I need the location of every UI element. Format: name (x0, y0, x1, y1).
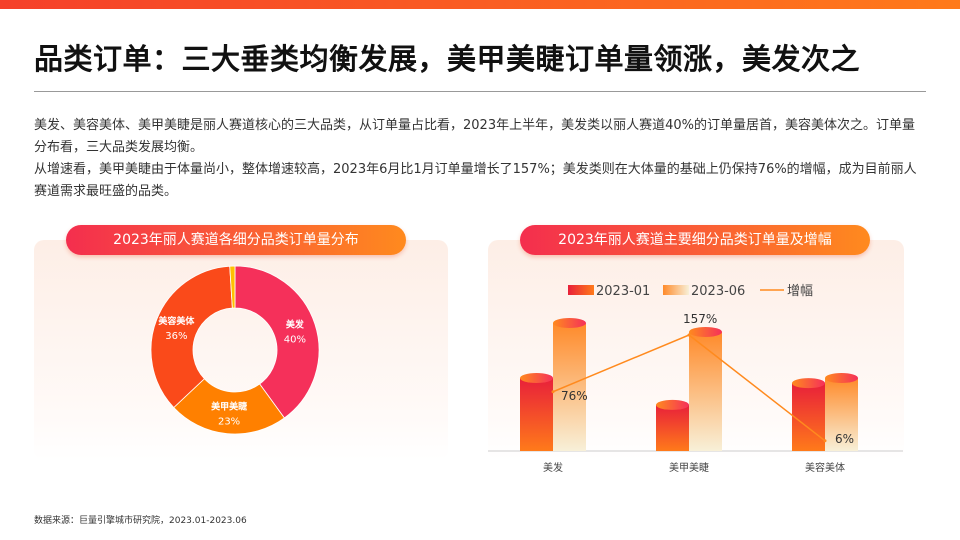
donut-slice (150, 265, 233, 409)
legend-swatch (663, 285, 689, 295)
growth-point (823, 439, 827, 443)
legend-label: 2023-01 (596, 284, 650, 299)
slice-label: 美发 (286, 319, 305, 331)
bar-2023-01 (520, 378, 553, 451)
bar-cap (520, 373, 553, 384)
bar-cap (553, 318, 586, 328)
paragraph-1: 美发、美容美体、美甲美睫是丽人赛道核心的三大品类，从订单量占比看，2023年上半… (34, 118, 915, 155)
x-tick-label: 美容美体 (805, 461, 845, 474)
donut-slice (229, 265, 236, 309)
slice-label: 美容美体 (158, 315, 195, 327)
donut-slice (234, 265, 320, 419)
bar-2023-06 (825, 378, 858, 451)
summary-text: 美发、美容美体、美甲美睫是丽人赛道核心的三大品类，从订单量占比看，2023年上半… (34, 115, 924, 203)
growth-label: 76% (561, 389, 588, 403)
slice-label: 美甲美睫 (211, 401, 247, 413)
bar-cap (825, 373, 858, 384)
growth-point (687, 333, 691, 337)
bar-2023-06 (553, 323, 586, 451)
growth-label: 6% (835, 432, 854, 446)
growth-label: 157% (683, 312, 717, 326)
bar-2023-01 (656, 404, 689, 451)
pie-chart-title: 2023年丽人赛道各细分品类订单量分布 (66, 225, 406, 255)
paragraph-2: 从增速看，美甲美睫由于体量尚小，整体增速较高，2023年6月比1月订单量增长了1… (34, 162, 917, 199)
bar-2023-01 (792, 383, 825, 451)
bar-chart-title: 2023年丽人赛道主要细分品类订单量及增幅 (520, 225, 870, 255)
slice-percent: 40% (284, 335, 306, 346)
title-divider (34, 91, 926, 92)
legend-label: 增幅 (787, 284, 813, 299)
donut-chart: 美发 40% 美甲美睫 23% 美容美体 36% (150, 265, 320, 435)
page-title: 品类订单：三大垂类均衡发展，美甲美睫订单量领涨，美发次之 (34, 42, 861, 76)
growth-point (551, 390, 555, 394)
top-accent-bar (0, 0, 960, 9)
data-source-note: 数据来源：巨量引擎城市研究院，2023.01-2023.06 (34, 516, 247, 526)
bar-cap (656, 399, 689, 410)
bar-2023-06 (689, 331, 722, 451)
legend-label: 2023-06 (691, 284, 745, 299)
legend-swatch (568, 285, 594, 295)
x-tick-label: 美甲美睫 (669, 461, 709, 474)
slice-percent: 23% (218, 417, 240, 428)
slice-percent: 36% (165, 331, 187, 342)
bar-cap (689, 326, 722, 337)
bar-cap (792, 378, 825, 389)
x-tick-label: 美发 (543, 461, 563, 474)
